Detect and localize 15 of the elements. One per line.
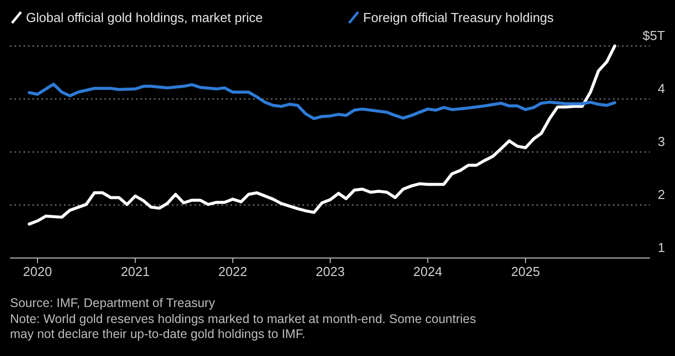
x-tick-label: 2022	[218, 264, 248, 279]
x-tick-label: 2024	[413, 264, 442, 279]
y-tick-label: 1	[658, 240, 665, 255]
source-note: Source: IMF, Department of Treasury	[10, 296, 216, 310]
x-tick-label: 2023	[316, 264, 345, 279]
x-tick-label: 2021	[120, 264, 150, 279]
y-tick-label: $5T	[642, 28, 666, 43]
text: Note: World gold reserves holdings marked to market at month-end. Some countries may not declare their up-to-date gold holdings to IMF.	[10, 312, 476, 341]
y-tick-label: 3	[658, 134, 665, 149]
y-tick-label: 4	[658, 81, 665, 96]
legend-label: Foreign official Treasury holdings	[363, 10, 554, 25]
x-tick-label: 2025	[511, 264, 540, 279]
y-tick-label: 2	[658, 187, 665, 202]
legend-label: Global official gold holdings, market price	[26, 10, 263, 25]
x-tick-label: 2020	[23, 264, 52, 279]
